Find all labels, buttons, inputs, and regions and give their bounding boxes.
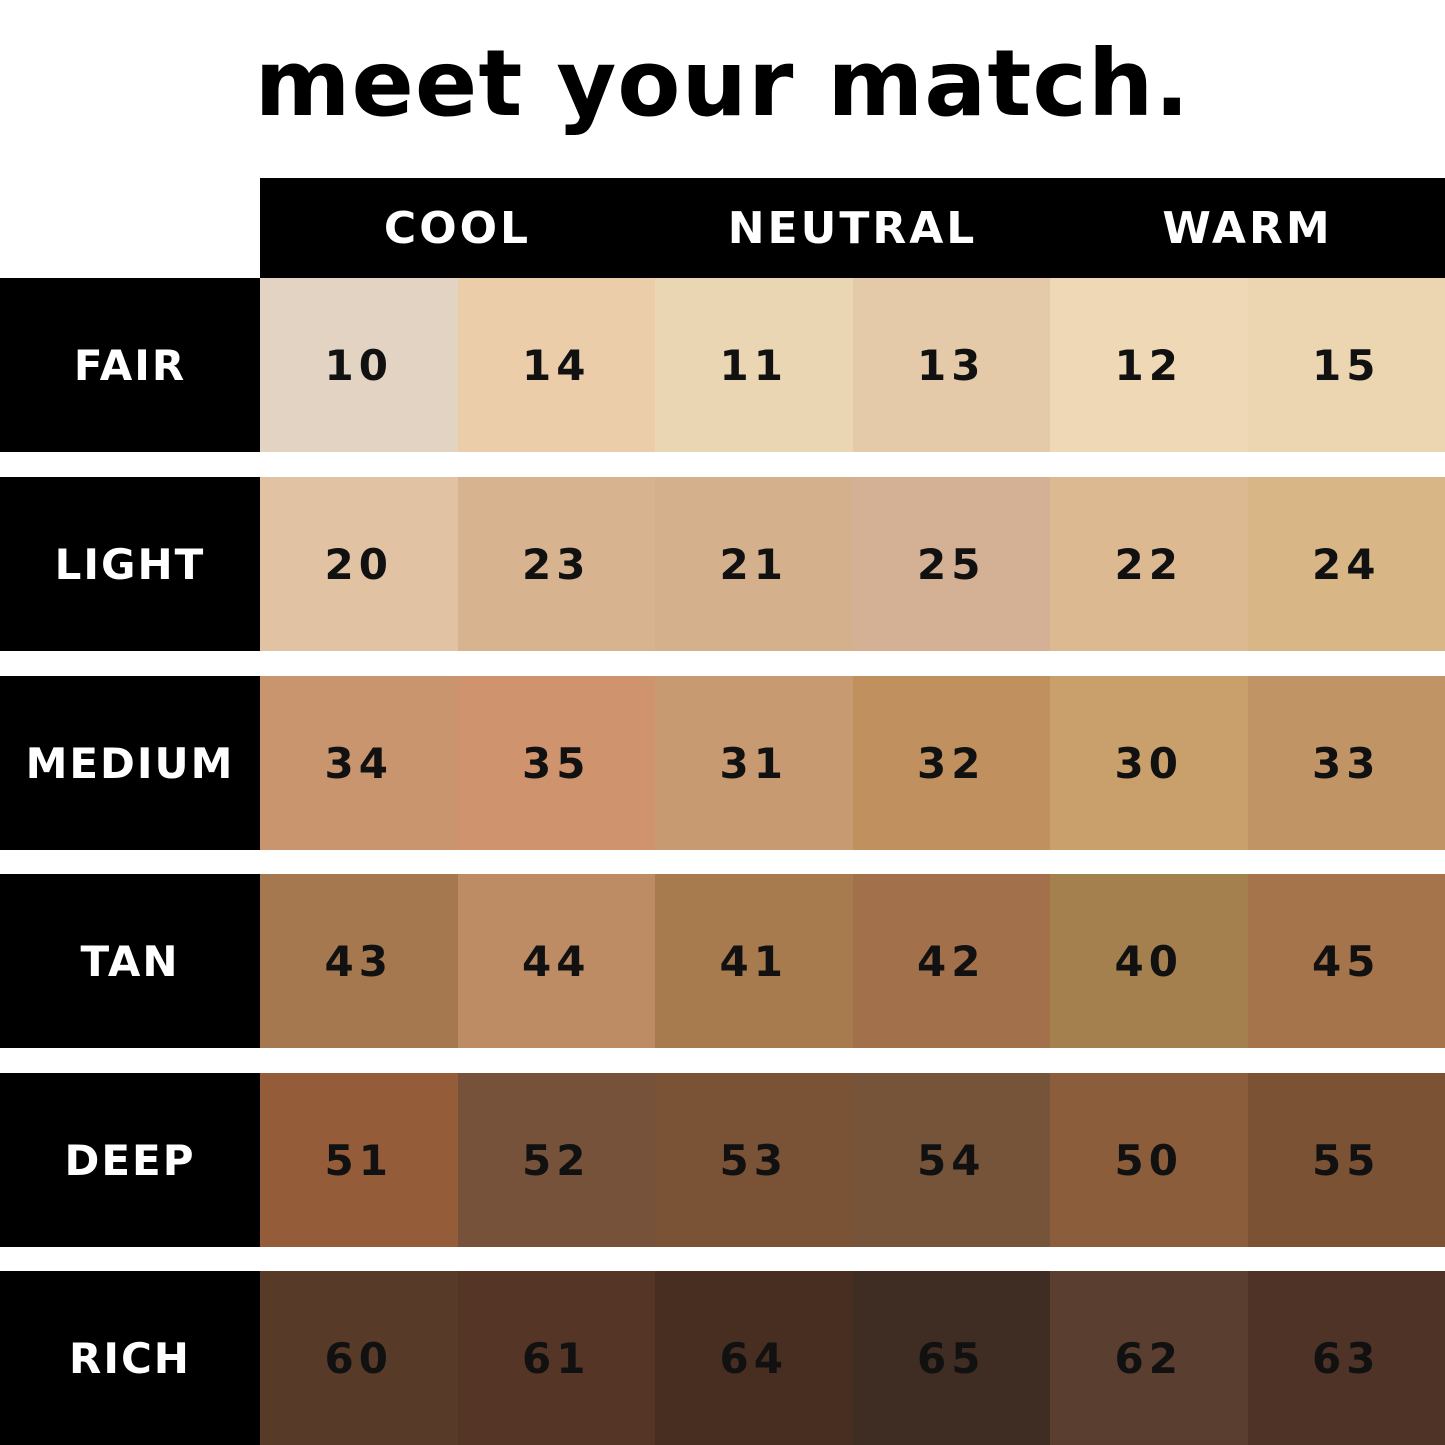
shade-swatch: 50 — [1050, 1073, 1248, 1247]
shade-swatch: 60 — [260, 1271, 458, 1445]
shade-swatch: 64 — [655, 1271, 853, 1445]
row-label: LIGHT — [0, 477, 260, 651]
column-header-warm: WARM — [1162, 202, 1333, 254]
shade-row-medium: MEDIUM 34 35 31 32 30 33 — [0, 676, 1445, 850]
shade-swatch: 10 — [260, 278, 458, 452]
shade-swatch: 13 — [852, 278, 1050, 452]
shade-swatch: 32 — [852, 676, 1050, 850]
shade-swatch: 30 — [1050, 676, 1248, 850]
shade-swatch: 23 — [457, 477, 655, 651]
undertone-header: COOL NEUTRAL WARM — [260, 178, 1445, 278]
row-label: DEEP — [0, 1073, 260, 1247]
shade-swatch: 34 — [260, 676, 458, 850]
row-label: TAN — [0, 874, 260, 1048]
shade-row-light: LIGHT 20 23 21 25 22 24 — [0, 477, 1445, 651]
shade-swatch: 42 — [852, 874, 1050, 1048]
title-text: meet your match. — [254, 30, 1191, 137]
shade-row-fair: FAIR 10 14 11 13 12 15 — [0, 278, 1445, 452]
column-header-neutral: NEUTRAL — [727, 202, 978, 254]
shade-swatch: 43 — [260, 874, 458, 1048]
shade-swatch: 52 — [457, 1073, 655, 1247]
shade-swatch: 14 — [457, 278, 655, 452]
shade-row-rich: RICH 60 61 64 65 62 63 — [0, 1271, 1445, 1445]
shade-swatch: 35 — [457, 676, 655, 850]
shade-swatch: 41 — [655, 874, 853, 1048]
shade-swatch: 25 — [852, 477, 1050, 651]
row-label: MEDIUM — [0, 676, 260, 850]
shade-row-deep: DEEP 51 52 53 54 50 55 — [0, 1073, 1445, 1247]
shade-swatch: 55 — [1247, 1073, 1445, 1247]
page-title: meet your match. — [0, 30, 1445, 137]
shade-swatch: 63 — [1247, 1271, 1445, 1445]
shade-swatch: 24 — [1247, 477, 1445, 651]
shade-swatch: 12 — [1050, 278, 1248, 452]
row-label: RICH — [0, 1271, 260, 1445]
shade-swatch: 40 — [1050, 874, 1248, 1048]
shade-swatch: 51 — [260, 1073, 458, 1247]
shade-swatch: 44 — [457, 874, 655, 1048]
shade-swatch: 65 — [852, 1271, 1050, 1445]
shade-swatch: 54 — [852, 1073, 1050, 1247]
shade-swatch: 61 — [457, 1271, 655, 1445]
shade-swatch: 11 — [655, 278, 853, 452]
shade-swatch: 20 — [260, 477, 458, 651]
shade-swatch: 22 — [1050, 477, 1248, 651]
shade-swatch: 62 — [1050, 1271, 1248, 1445]
shade-swatch: 15 — [1247, 278, 1445, 452]
row-label: FAIR — [0, 278, 260, 452]
shade-swatch: 33 — [1247, 676, 1445, 850]
shade-swatch: 53 — [655, 1073, 853, 1247]
shade-swatch: 21 — [655, 477, 853, 651]
column-header-cool: COOL — [383, 202, 532, 254]
shade-row-tan: TAN 43 44 41 42 40 45 — [0, 874, 1445, 1048]
shade-swatch: 31 — [655, 676, 853, 850]
shade-swatch: 45 — [1247, 874, 1445, 1048]
